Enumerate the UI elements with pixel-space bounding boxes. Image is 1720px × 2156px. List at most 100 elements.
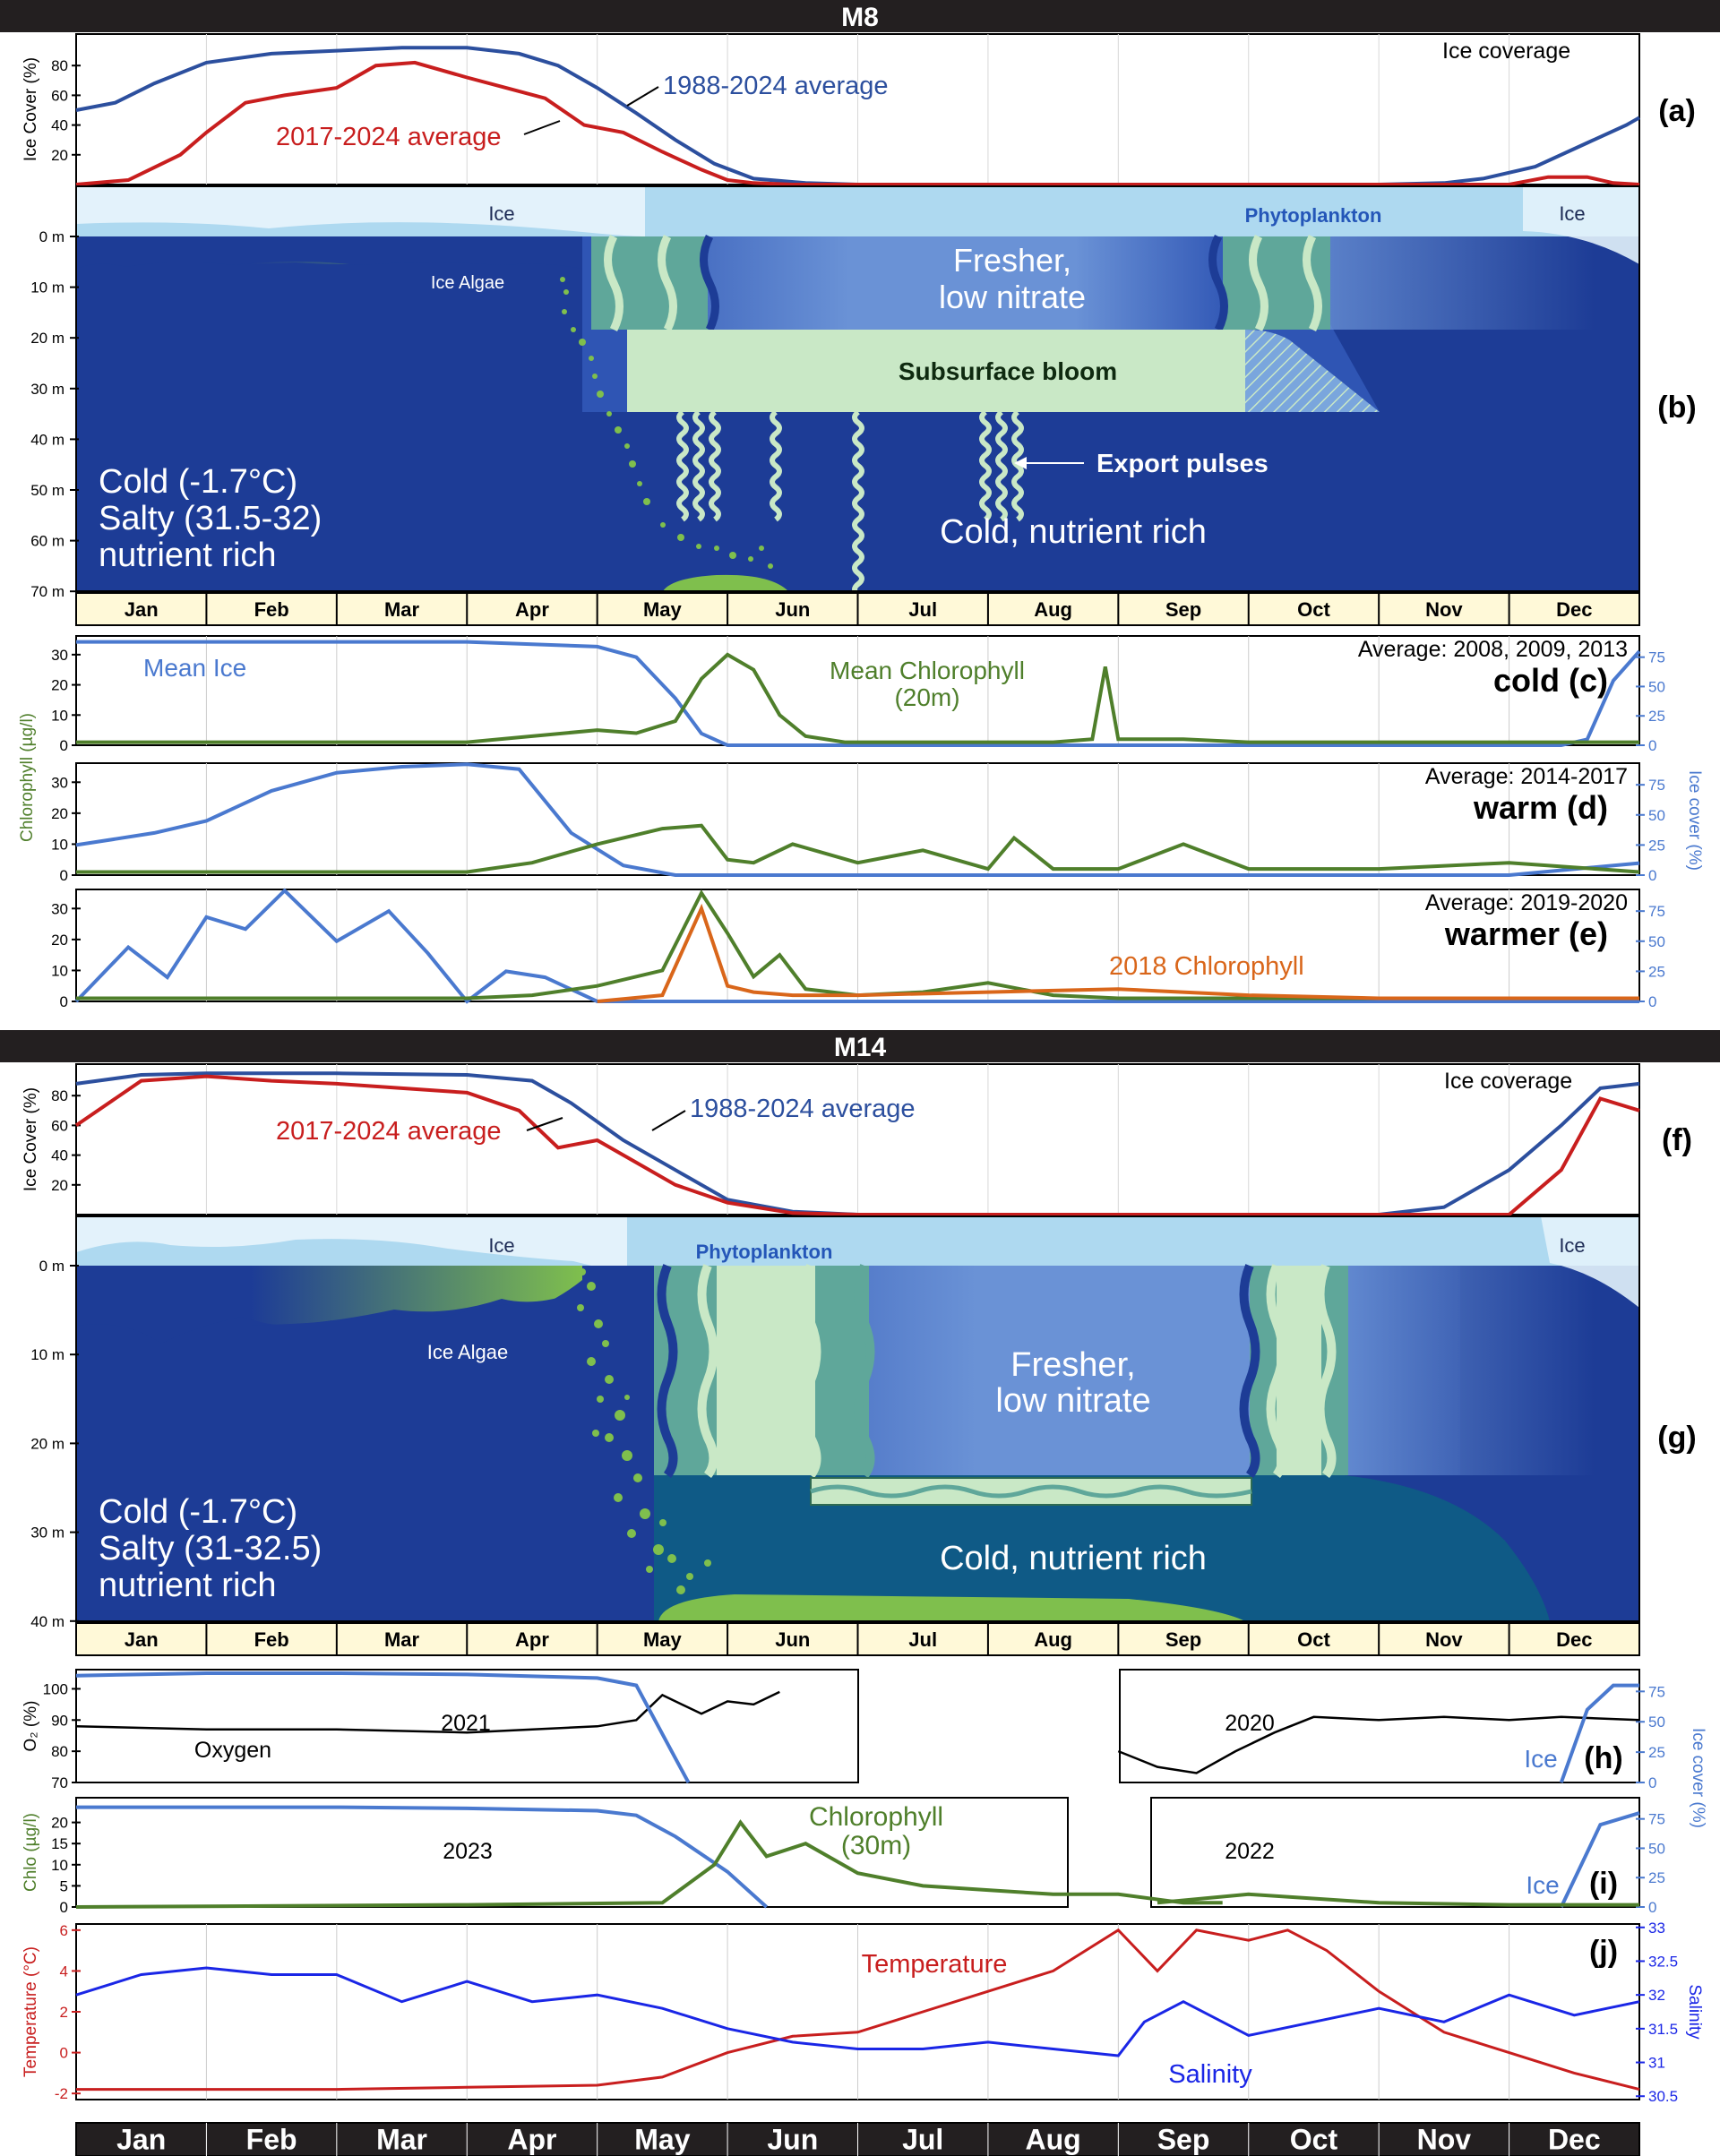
sinking-particle <box>597 391 604 398</box>
panel-g-depth-label: 40 m <box>30 1613 64 1630</box>
panel-a-legend-long: 1988-2024 average <box>663 72 889 100</box>
month-label: Sep <box>1165 598 1201 621</box>
panel-b-fall-wave-1 <box>1208 234 1228 332</box>
oxygen-line <box>75 1690 780 1734</box>
panel-f-long-average-line <box>75 1071 1640 1216</box>
ice-line <box>76 1805 769 1909</box>
month-label: Aug <box>1026 2124 1081 2156</box>
panelI-ytick-label: 5 <box>60 1877 68 1894</box>
panel-a-yticks: 80 60 40 20 <box>51 57 81 164</box>
panel-a-ytick-label: 40 <box>51 117 68 134</box>
chlorophyll-2018-line <box>597 903 1639 1003</box>
panel-a-ytick-label: 80 <box>51 57 68 74</box>
sinking-particle <box>759 545 764 551</box>
panel-g-fall-wave-3 <box>1315 1264 1337 1479</box>
ice-ytick-label: 75 <box>1648 903 1665 920</box>
panel-g-spring-bloom-core <box>717 1266 815 1475</box>
panel-b-subsurface-label: Subsurface bloom <box>899 357 1117 385</box>
sinking-particle <box>714 545 719 551</box>
panel-g-cond-1: Cold (-1.7°C) <box>99 1493 297 1531</box>
chlorophyll-line <box>75 1819 1223 1909</box>
panelH-ytick-label: 90 <box>51 1712 68 1729</box>
sinking-particle <box>677 534 684 541</box>
panel-b: 0 m 10 m 20 m 30 m 40 m 50 m 60 m 70 m Ice Ice … <box>30 185 1697 608</box>
bottom-month-axis: Jan Feb Mar Apr May Jun Jul Aug Sep Oct Nov Dec <box>75 2122 1640 2156</box>
panel-b-export-arrowhead <box>1014 457 1027 469</box>
panel-a-gridlines <box>205 34 1510 185</box>
m14-month-axis: Jan Feb Mar Apr May Jun Jul Aug Sep Oct Nov Dec <box>75 1622 1640 1656</box>
panel-b-ice-left-label: Ice <box>488 202 514 225</box>
panelC-average: Average: 2008, 2009, 2013 <box>1358 637 1628 662</box>
ice-line <box>75 1671 691 1783</box>
export-pulse <box>709 409 721 522</box>
month-label: Feb <box>254 598 289 621</box>
panelH-ice-tick-label: 50 <box>1648 1714 1665 1731</box>
export-pulse <box>852 409 864 608</box>
month-label: Aug <box>1034 598 1072 621</box>
chlorophyll-line <box>76 652 1639 744</box>
panelI-ice-tick-label: 50 <box>1648 1840 1665 1857</box>
m8-ice-ylabel: Ice cover (%) <box>1685 770 1704 871</box>
month-label: Nov <box>1417 2124 1472 2156</box>
chl-ytick-label: 30 <box>51 774 68 791</box>
panel-f-corner-text: Ice coverage <box>1444 1069 1572 1094</box>
sinking-particle <box>633 1473 642 1482</box>
panel-g-cond-2: Salty (31-32.5) <box>99 1530 322 1568</box>
month-label: Jan <box>116 2124 166 2156</box>
panel-a-ytick-label: 60 <box>51 87 68 104</box>
panel-b-export-pulses <box>676 409 1024 608</box>
panel-b-ice-underside <box>76 236 582 269</box>
panel-i-ylabel: Chlo (µg/l) <box>22 1813 40 1892</box>
month-label: Jan <box>125 598 159 621</box>
ice-ytick-label: 50 <box>1648 678 1665 695</box>
sinking-particle <box>579 1268 586 1276</box>
month-label: Dec <box>1556 1628 1592 1651</box>
sinking-particle <box>768 563 773 569</box>
chl-ytick-label: 10 <box>51 962 68 979</box>
panel-c-chl-label-2: (20m) <box>894 683 959 711</box>
panel-b-phyto-label: Phytoplankton <box>1245 204 1382 227</box>
panelH-box <box>1119 1669 1640 1783</box>
m14-station-title: M14 <box>834 1033 887 1062</box>
month-label: Feb <box>254 1628 289 1651</box>
salinity-tick-label: 32.5 <box>1648 1953 1678 1970</box>
month-label: Oct <box>1297 1628 1330 1651</box>
panel-b-fall-wave-2 <box>1249 234 1268 332</box>
temperature-line <box>76 1928 1640 2092</box>
panelD-average: Average: 2014-2017 <box>1425 764 1628 789</box>
month-label: May <box>643 598 683 621</box>
sinking-particle <box>592 374 598 379</box>
export-pulse <box>979 409 992 522</box>
panel-g-depth-label: 20 m <box>30 1435 64 1452</box>
chl-ytick-label: 20 <box>51 805 68 822</box>
salinity-tick-label: 33 <box>1648 1920 1665 1937</box>
panel-b-depth-label: 20 m <box>30 330 64 347</box>
month-label: May <box>634 2124 690 2156</box>
panelE-label: warmer (e) <box>1444 915 1608 952</box>
m8-station-title: M8 <box>841 3 879 32</box>
ice-line <box>1559 1683 1639 1783</box>
sinking-particle <box>560 277 565 282</box>
month-label: Mar <box>384 598 420 621</box>
ice-ytick-label: 25 <box>1648 963 1665 980</box>
month-label: Jul <box>908 1628 937 1651</box>
panel-b-bottom-mat <box>663 574 788 591</box>
month-label: May <box>643 1628 683 1651</box>
panel-g-nutrient-layer <box>654 1475 1550 1621</box>
m8-month-axis: Jan Feb Mar Apr May Jun Jul Aug Sep Oct Nov Dec <box>75 592 1640 626</box>
chl-ytick-label: 20 <box>51 932 68 949</box>
panel-f-ytick-label: 60 <box>51 1117 68 1134</box>
panel-g: 0 m 10 m 20 m 30 m 40 m Ice Ice Phytoplankto… <box>30 1215 1697 1630</box>
panel-b-spring-wave-1 <box>604 234 624 332</box>
panel-f-recent-average-line <box>74 1074 1640 1216</box>
panelH-ytick-label: 100 <box>43 1680 68 1697</box>
panel-b-subsurface-fade <box>627 330 708 412</box>
salinity-tick-label: 31 <box>1648 2055 1665 2072</box>
sinking-particle <box>660 522 666 528</box>
ice-ytick-label: 0 <box>1648 867 1656 884</box>
ice-ytick-label: 50 <box>1648 807 1665 824</box>
month-label: Apr <box>515 1628 549 1651</box>
